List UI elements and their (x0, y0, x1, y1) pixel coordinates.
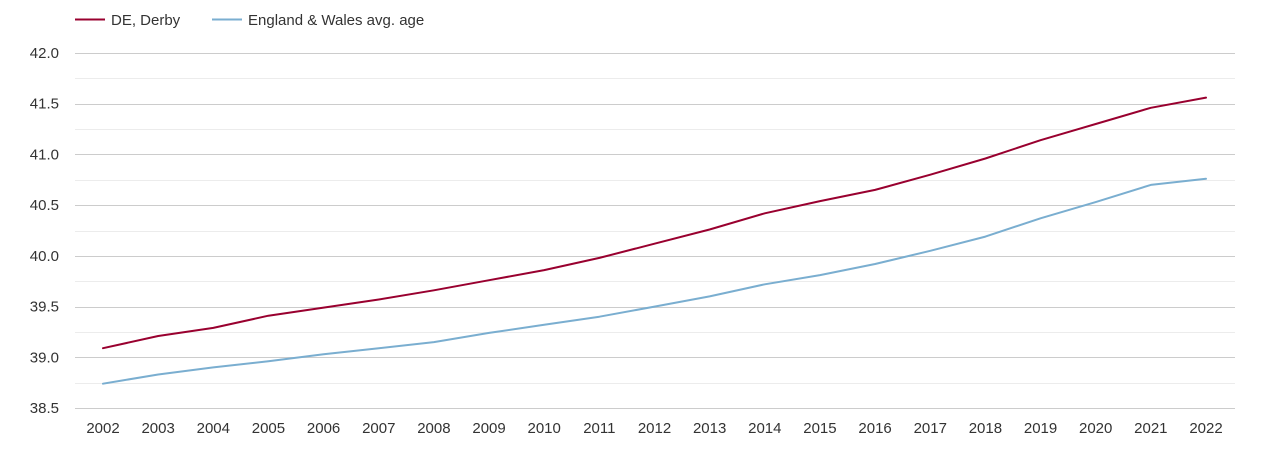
y-tick-label: 40.5 (30, 197, 59, 214)
x-tick-label: 2017 (914, 420, 947, 437)
x-tick-label: 2018 (969, 420, 1002, 437)
x-axis-ticks: 2002 2003 2004 2005 2006 2007 2008 2009 2010 2011… (86, 420, 1222, 437)
y-tick-label: 41.5 (30, 96, 59, 113)
legend: DE, Derby England & Wales avg. age (75, 12, 424, 29)
x-tick-label: 2007 (362, 420, 395, 437)
x-tick-label: 2009 (472, 420, 505, 437)
x-tick-label: 2010 (528, 420, 561, 437)
x-tick-label: 2014 (748, 420, 781, 437)
grid (75, 53, 1235, 409)
y-tick-label: 42.0 (30, 45, 59, 62)
x-tick-label: 2002 (86, 420, 119, 437)
y-tick-label: 38.5 (30, 400, 59, 417)
x-tick-label: 2006 (307, 420, 340, 437)
legend-label: DE, Derby (111, 12, 181, 29)
x-tick-label: 2020 (1079, 420, 1112, 437)
x-tick-label: 2003 (141, 420, 174, 437)
series-lines (102, 96, 1207, 385)
legend-label: England & Wales avg. age (248, 12, 424, 29)
x-tick-label: 2012 (638, 420, 671, 437)
x-tick-label: 2022 (1189, 420, 1222, 437)
x-tick-label: 2016 (858, 420, 891, 437)
y-tick-label: 39.5 (30, 299, 59, 316)
x-tick-label: 2021 (1134, 420, 1167, 437)
legend-item: England & Wales avg. age (212, 12, 424, 29)
series-line-2 (102, 177, 1207, 385)
y-tick-label: 40.0 (30, 248, 59, 265)
y-axis-ticks: 38.5 39.0 39.5 40.0 40.5 41.0 41.5 42.0 (30, 45, 59, 417)
x-tick-label: 2013 (693, 420, 726, 437)
y-tick-label: 41.0 (30, 146, 59, 163)
x-tick-label: 2019 (1024, 420, 1057, 437)
x-tick-label: 2011 (583, 420, 615, 437)
legend-item: DE, Derby (75, 12, 181, 29)
x-tick-label: 2008 (417, 420, 450, 437)
y-tick-label: 39.0 (30, 349, 59, 366)
x-tick-label: 2015 (803, 420, 836, 437)
x-tick-label: 2005 (252, 420, 285, 437)
x-tick-label: 2004 (197, 420, 230, 437)
series-line-1 (102, 96, 1207, 350)
